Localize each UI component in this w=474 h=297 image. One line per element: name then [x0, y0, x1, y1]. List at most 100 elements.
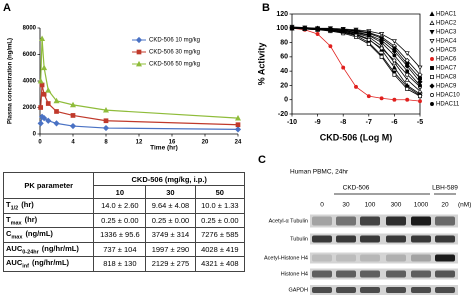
param-unit: (ng/hr/mL) [31, 258, 70, 267]
param-subscript: 0-24hr [22, 249, 39, 255]
data-point [103, 118, 109, 124]
value-cell: 14.0 ± 2.60 [93, 198, 147, 214]
blot-band [312, 270, 332, 278]
data-point [41, 91, 47, 97]
data-point [102, 124, 110, 132]
value-cell: 2129 ± 275 [145, 256, 196, 272]
param-unit: (ng/hr/mL) [41, 243, 79, 253]
value-cell: 0.25 ± 0.00 [93, 212, 147, 228]
series-line [291, 27, 421, 102]
data-point [234, 126, 242, 133]
blot-band [411, 254, 431, 262]
legend-marker [429, 30, 435, 35]
table-row: T1/2 (hr) 14.0 ± 2.60 9.64 ± 4.08 10.0 ± 1.3… [2, 198, 246, 214]
legend-label: HDAC2 [436, 21, 457, 27]
x-tick-label: -5 [417, 119, 423, 126]
data-point [70, 113, 76, 118]
data-point [45, 87, 52, 93]
data-point [404, 51, 410, 56]
blot-band [360, 235, 380, 243]
pk-table: PK parameter CKD-506 (mg/kg, i.p.) 10 30 50… [2, 172, 246, 272]
lane-label: 20 [441, 202, 449, 209]
data-point [405, 69, 410, 74]
param-subscript: inf [22, 263, 29, 270]
data-point [417, 88, 423, 94]
data-point [302, 26, 307, 31]
blot-band [360, 287, 380, 293]
blot-band [360, 270, 380, 278]
x-tick-label: -10 [287, 119, 297, 126]
blot-band [435, 235, 455, 243]
legend-marker [429, 20, 435, 25]
blot-band [435, 287, 455, 293]
data-point [418, 83, 422, 88]
data-point [37, 77, 44, 84]
row-label: GAPDH [288, 287, 308, 293]
legend-label: HDAC3 [436, 30, 457, 36]
y-tick-label: 0 [284, 97, 288, 104]
value-cell: 4028 ± 419 [194, 241, 246, 257]
blot-band [386, 254, 406, 262]
blot-strip [310, 233, 458, 245]
y-tick-label: 4000 [23, 79, 37, 85]
data-point [41, 115, 48, 122]
data-point [315, 27, 320, 31]
x-tick-label: 20 [202, 140, 209, 146]
table-row: Tmax (hr) 0.25 ± 0.00 0.25 ± 0.00 0.25 ± 0.0… [2, 212, 246, 228]
row-label: Histone H4 [281, 271, 308, 277]
data-point [53, 97, 60, 104]
value-cell: 818 ± 130 [93, 256, 147, 272]
blot-band [360, 216, 380, 226]
legend-marker [430, 75, 434, 79]
series-line [40, 115, 239, 130]
blot-band [411, 287, 431, 293]
legend-label: CKD-506 50 mg/kg [149, 62, 200, 68]
x-tick-label: 8 [104, 140, 108, 146]
panel-label: C [258, 154, 266, 166]
value-cell: 1997 ± 290 [145, 241, 196, 257]
blot-band [386, 216, 406, 226]
y-tick-label: 80 [280, 39, 288, 46]
data-point [354, 84, 358, 89]
row-label: Acetyl-Histone H4 [264, 255, 308, 261]
table-header: PK parameter [2, 172, 95, 199]
blot-band [336, 254, 356, 262]
param-cell: AUCinf (ng/hr/mL) [2, 256, 95, 272]
value-cell: 3749 ± 314 [145, 227, 196, 243]
value-cell: 4321 ± 408 [194, 256, 246, 272]
blot-band [386, 270, 406, 278]
blot-strip [310, 268, 458, 280]
data-point [315, 32, 320, 36]
param-name: AUC [6, 258, 23, 267]
legend-marker [429, 39, 435, 44]
x-tick-label: -7 [366, 119, 372, 126]
data-point [405, 72, 410, 77]
blot-strip [310, 252, 458, 264]
data-point [235, 122, 241, 128]
y-tick-label: 100 [276, 25, 288, 32]
lane-label: 300 [391, 202, 402, 209]
data-point [392, 53, 397, 58]
legend-marker [430, 57, 434, 61]
unit-label: (nM) [458, 202, 471, 209]
data-point [328, 44, 333, 49]
legend-marker [429, 83, 435, 89]
data-point [379, 96, 384, 101]
param-cell: AUC0-24hr (ng/hr/mL) [2, 241, 95, 257]
legend-label: CKD-506 10 mg/kg [149, 38, 200, 44]
lane-label: 30 [342, 202, 350, 209]
group-label: CKD-506 [343, 185, 370, 192]
blot-band [336, 235, 356, 243]
legend-marker [136, 49, 142, 55]
data-point [391, 48, 397, 54]
legend-label: HDAC8 [436, 75, 457, 81]
data-point [379, 40, 384, 45]
y-axis-label: Plasma concentration (ng/mL) [8, 38, 14, 124]
value-cell: 9.64 ± 4.08 [145, 198, 196, 214]
param-subscript: 1/2 [10, 205, 19, 212]
blot-band [386, 287, 406, 293]
param-unit: (hr) [21, 200, 34, 209]
data-point [418, 99, 422, 104]
data-point [391, 39, 397, 44]
